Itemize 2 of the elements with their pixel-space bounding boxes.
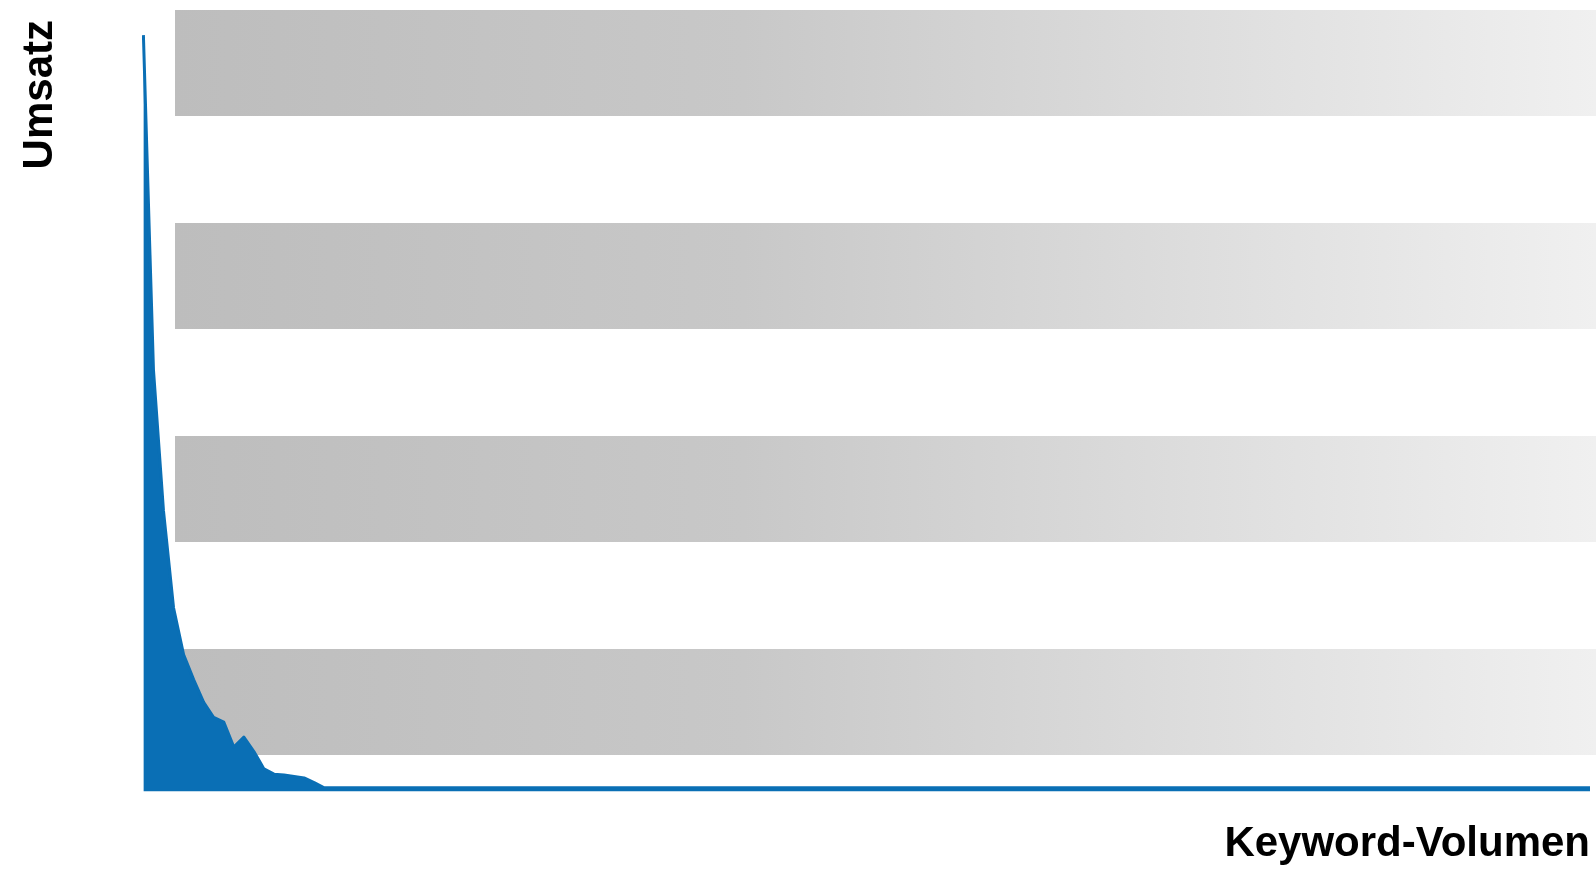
x-axis-title: Keyword-Volumen xyxy=(1224,818,1590,866)
y-axis-title: Umsatz xyxy=(13,20,61,170)
